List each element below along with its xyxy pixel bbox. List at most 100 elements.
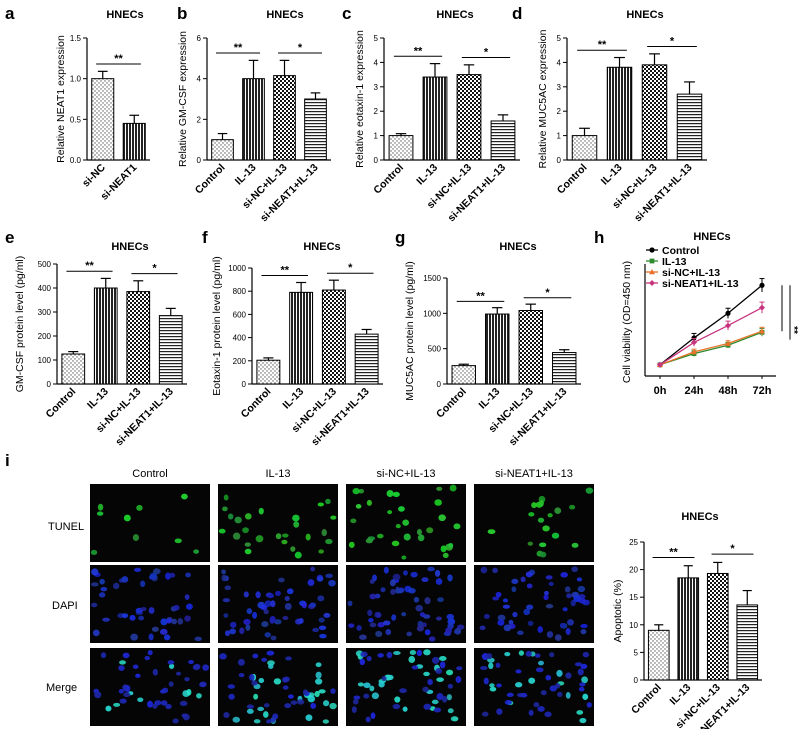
nucleus: [165, 618, 172, 624]
nucleus: [370, 712, 376, 720]
nucleus: [130, 633, 138, 641]
marker: [759, 328, 765, 334]
nucleus: [282, 533, 289, 538]
nucleus: [202, 664, 209, 671]
nucleus: [504, 700, 512, 705]
nucleus: [348, 541, 355, 548]
nucleus: [435, 667, 443, 675]
category-label: IL-13: [280, 386, 306, 412]
nucleus: [488, 662, 494, 670]
nucleus: [97, 503, 104, 511]
nucleus: [176, 671, 182, 676]
nucleus: [363, 693, 370, 699]
nucleus: [253, 693, 259, 700]
nucleus: [137, 697, 144, 703]
x-tick-label: 0h: [654, 385, 667, 397]
nucleus: [559, 622, 566, 629]
y-axis-label: MUC5AC protein level (pg/ml): [404, 261, 416, 400]
legend-label: si-NC+IL-13: [662, 267, 720, 279]
nucleus: [545, 604, 554, 609]
y-tick-label: 800: [233, 287, 247, 296]
nucleus: [423, 649, 431, 656]
marker: [649, 247, 655, 253]
nucleus: [537, 626, 544, 633]
nucleus: [535, 667, 544, 673]
nucleus: [222, 506, 228, 512]
nucleus: [355, 504, 362, 509]
nucleus: [483, 613, 490, 619]
nucleus: [356, 625, 362, 631]
nucleus: [511, 578, 519, 585]
y-tick-label: 2: [374, 107, 379, 116]
nucleus: [165, 703, 172, 710]
nucleus: [274, 619, 282, 625]
y-tick-label: 0: [634, 676, 639, 685]
nucleus: [545, 674, 552, 681]
nucleus: [275, 533, 282, 540]
nucleus: [390, 588, 396, 595]
y-tick-label: 1500: [423, 274, 441, 283]
nucleus: [516, 630, 524, 636]
nucleus: [503, 624, 512, 632]
nucleus: [92, 629, 100, 637]
y-tick-label: 2: [197, 115, 202, 124]
bar: [647, 629, 670, 681]
marker: [759, 304, 765, 311]
marker: [657, 361, 663, 368]
bar: [571, 135, 598, 161]
nucleus: [497, 614, 506, 621]
nucleus: [492, 596, 500, 601]
nucleus: [99, 578, 105, 585]
nucleus: [403, 533, 411, 541]
nucleus: [436, 677, 444, 682]
nucleus: [547, 513, 553, 518]
nucleus: [358, 488, 365, 494]
chart-title: HNECs: [499, 241, 536, 253]
nucleus: [525, 650, 532, 657]
micro-col-sinc: si-NC+IL-13: [377, 468, 436, 480]
nucleus: [565, 692, 571, 699]
nucleus: [297, 699, 305, 705]
nucleus: [526, 604, 534, 610]
nucleus: [273, 678, 282, 685]
marker: [759, 282, 765, 288]
category-label: si-NEAT1+IL-13: [309, 386, 372, 449]
nucleus: [292, 514, 300, 522]
nucleus: [543, 590, 549, 596]
micrograph-tunel-0: [90, 484, 210, 562]
category-label: Control: [371, 162, 406, 197]
marker: [691, 348, 697, 355]
nucleus: [347, 600, 353, 607]
nucleus: [492, 567, 498, 574]
nucleus: [163, 634, 171, 641]
nucleus: [119, 660, 126, 665]
nucleus: [422, 686, 429, 693]
sig-label: **: [788, 326, 799, 334]
nucleus: [125, 685, 131, 693]
nucleus: [497, 619, 505, 626]
nucleus: [270, 635, 277, 641]
nucleus: [408, 655, 416, 664]
nucleus: [269, 615, 276, 624]
nucleus: [94, 691, 102, 699]
nucleus: [421, 577, 429, 583]
nucleus: [350, 518, 357, 524]
y-tick-label: 200: [233, 357, 247, 366]
nucleus: [244, 513, 252, 520]
marker: [691, 335, 697, 341]
nucleus: [315, 671, 322, 679]
nucleus: [366, 499, 372, 506]
category-label: IL-13: [414, 162, 440, 188]
nucleus: [423, 671, 430, 677]
nucleus: [223, 494, 229, 501]
micrograph-grid: Control IL-13 si-NC+IL-13 si-NEAT1+IL-13…: [46, 468, 594, 726]
y-tick-label: 6: [197, 34, 202, 43]
y-tick-label: 300: [38, 308, 52, 317]
nucleus: [186, 603, 193, 610]
nucleus: [387, 674, 394, 681]
nucleus: [223, 712, 230, 719]
category-label: IL-13: [599, 162, 625, 188]
nucleus: [367, 609, 373, 617]
nucleus: [374, 593, 381, 599]
nucleus: [533, 702, 540, 708]
